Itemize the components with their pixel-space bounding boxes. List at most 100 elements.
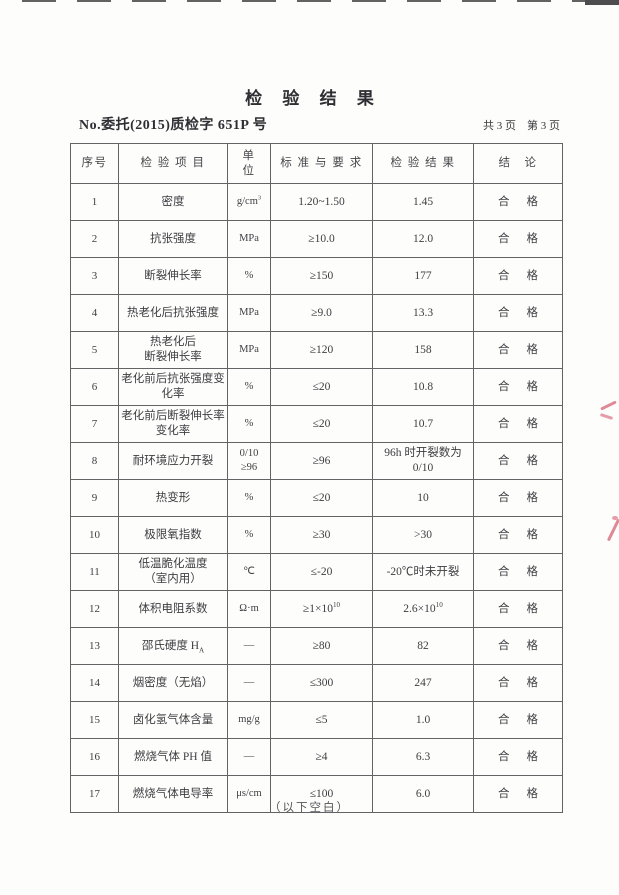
cell-no: 3: [70, 257, 119, 295]
table-row: 6 老化前后抗张强度变 化率% ≤20 10.8 合格: [70, 368, 563, 406]
cell-standard: ≥150: [270, 257, 373, 295]
cell-unit: %: [227, 257, 271, 295]
cell-result: 13.3: [372, 294, 474, 332]
cell-item: 燃烧气体 PH 值: [118, 738, 228, 776]
cell-conclusion: 合格: [473, 183, 563, 221]
cell-conclusion: 合格: [473, 479, 563, 517]
cell-item: 烟密度（无焰）: [118, 664, 228, 702]
inspection-results-table: 序号检 验 项 目单 位标 准 与 要 求检 验 结 果结 论 1 密度 g/cm3…: [70, 143, 563, 813]
page-title: 检 验 结 果: [245, 89, 382, 108]
column-header: 序号: [70, 143, 119, 184]
cell-result: 2.6×1010: [372, 590, 474, 628]
cell-no: 9: [70, 479, 119, 517]
cell-standard: ≤100: [270, 775, 373, 813]
cell-no: 15: [70, 701, 119, 739]
report-number: No.委托(2015)质检字 651P 号: [79, 118, 268, 133]
table-row: 1 密度 g/cm3 1.20~1.50 1.45 合格: [70, 183, 563, 221]
cell-no: 17: [70, 775, 119, 813]
table-row: 9 热变形% ≤20 10 合格: [70, 479, 563, 517]
cell-no: 10: [70, 516, 119, 554]
cell-standard: ≤-20: [270, 553, 373, 591]
cell-result: 10.7: [372, 405, 474, 443]
cell-conclusion: 合格: [473, 627, 563, 665]
table-row: 11 低温脆化温度 （室内用） ℃ ≤-20 -20℃时未开裂 合格: [70, 553, 563, 591]
cell-no: 7: [70, 405, 119, 443]
cell-standard: ≤20: [270, 405, 373, 443]
cell-unit: g/cm3: [227, 183, 271, 221]
cell-conclusion: 合格: [473, 442, 563, 480]
cell-conclusion: 合格: [473, 701, 563, 739]
cell-no: 4: [70, 294, 119, 332]
table-row: 14 烟密度（无焰） — ≤300 247 合格: [70, 664, 563, 702]
cell-standard: ≤5: [270, 701, 373, 739]
red-pen-mark: [603, 516, 619, 546]
page-count: 共 3 页 第 3 页: [483, 120, 560, 132]
column-header: 标 准 与 要 求: [270, 143, 373, 184]
cell-no: 12: [70, 590, 119, 628]
cell-unit: —: [227, 664, 271, 702]
table-row: 8 耐环境应力开裂 0/10 ≥96 ≥96 96h 时开裂数为 0/10 合格: [70, 442, 563, 480]
cell-standard: ≥30: [270, 516, 373, 554]
cell-result: 6.3: [372, 738, 474, 776]
cell-unit: %: [227, 516, 271, 554]
cell-conclusion: 合格: [473, 257, 563, 295]
cell-unit: MPa: [227, 294, 271, 332]
footer-note: （以下空白）: [269, 802, 350, 814]
cell-standard: ≥80: [270, 627, 373, 665]
cell-result: 1.0: [372, 701, 474, 739]
cell-item: 抗张强度: [118, 220, 228, 258]
cell-conclusion: 合格: [473, 590, 563, 628]
table-row: 10 极限氧指数% ≥30 >30 合格: [70, 516, 563, 554]
cell-item: 体积电阻系数: [118, 590, 228, 628]
cell-item: 耐环境应力开裂: [118, 442, 228, 480]
cell-standard: ≥1×1010: [270, 590, 373, 628]
cell-standard: ≥96: [270, 442, 373, 480]
cell-conclusion: 合格: [473, 331, 563, 369]
cell-standard: ≤20: [270, 479, 373, 517]
column-header: 检 验 项 目: [118, 143, 228, 184]
cell-unit: %: [227, 479, 271, 517]
cell-no: 1: [70, 183, 119, 221]
cell-no: 5: [70, 331, 119, 369]
cell-conclusion: 合格: [473, 405, 563, 443]
table-header-row: 序号检 验 项 目单 位标 准 与 要 求检 验 结 果结 论: [70, 143, 563, 184]
cell-standard: ≤20: [270, 368, 373, 406]
cell-item: 热老化后 断裂伸长率: [118, 331, 228, 369]
table-row: 4 热老化后抗张强度 MPa ≥9.0 13.3 合格: [70, 294, 563, 332]
cell-no: 14: [70, 664, 119, 702]
cell-item: 老化前后抗张强度变 化率: [118, 368, 228, 406]
cell-item: 热老化后抗张强度: [118, 294, 228, 332]
table-row: 5 热老化后 断裂伸长率 MPa ≥120 158 合格: [70, 331, 563, 369]
cell-no: 13: [70, 627, 119, 665]
cell-no: 8: [70, 442, 119, 480]
table-row: 13 邵氏硬度 HA — ≥80 82 合格: [70, 627, 563, 665]
cell-result: >30: [372, 516, 474, 554]
cell-item: 邵氏硬度 HA: [118, 627, 228, 665]
table-row: 16 燃烧气体 PH 值 — ≥4 6.3 合格: [70, 738, 563, 776]
scan-edge-artifact: [22, 0, 609, 2]
cell-unit: MPa: [227, 331, 271, 369]
scan-corner-artifact: [585, 0, 619, 5]
cell-conclusion: 合格: [473, 368, 563, 406]
cell-result: 12.0: [372, 220, 474, 258]
cell-unit: 0/10 ≥96: [227, 442, 271, 480]
cell-result: 1.45: [372, 183, 474, 221]
cell-item: 老化前后断裂伸长率 变化率: [118, 405, 228, 443]
cell-unit: —: [227, 738, 271, 776]
column-header: 结 论: [473, 143, 563, 184]
cell-result: 96h 时开裂数为 0/10: [372, 442, 474, 480]
report-header: No.委托(2015)质检字 651P 号 共 3 页 第 3 页: [70, 112, 562, 138]
cell-unit: Ω·m: [227, 590, 271, 628]
cell-standard: ≥9.0: [270, 294, 373, 332]
cell-item: 密度: [118, 183, 228, 221]
cell-unit: —: [227, 627, 271, 665]
cell-conclusion: 合格: [473, 294, 563, 332]
table-row: 12 体积电阻系数 Ω·m ≥1×1010 2.6×1010 合格: [70, 590, 563, 628]
cell-result: 10: [372, 479, 474, 517]
cell-standard: ≤300: [270, 664, 373, 702]
cell-no: 11: [70, 553, 119, 591]
cell-unit: MPa: [227, 220, 271, 258]
cell-item: 断裂伸长率: [118, 257, 228, 295]
cell-result: 247: [372, 664, 474, 702]
